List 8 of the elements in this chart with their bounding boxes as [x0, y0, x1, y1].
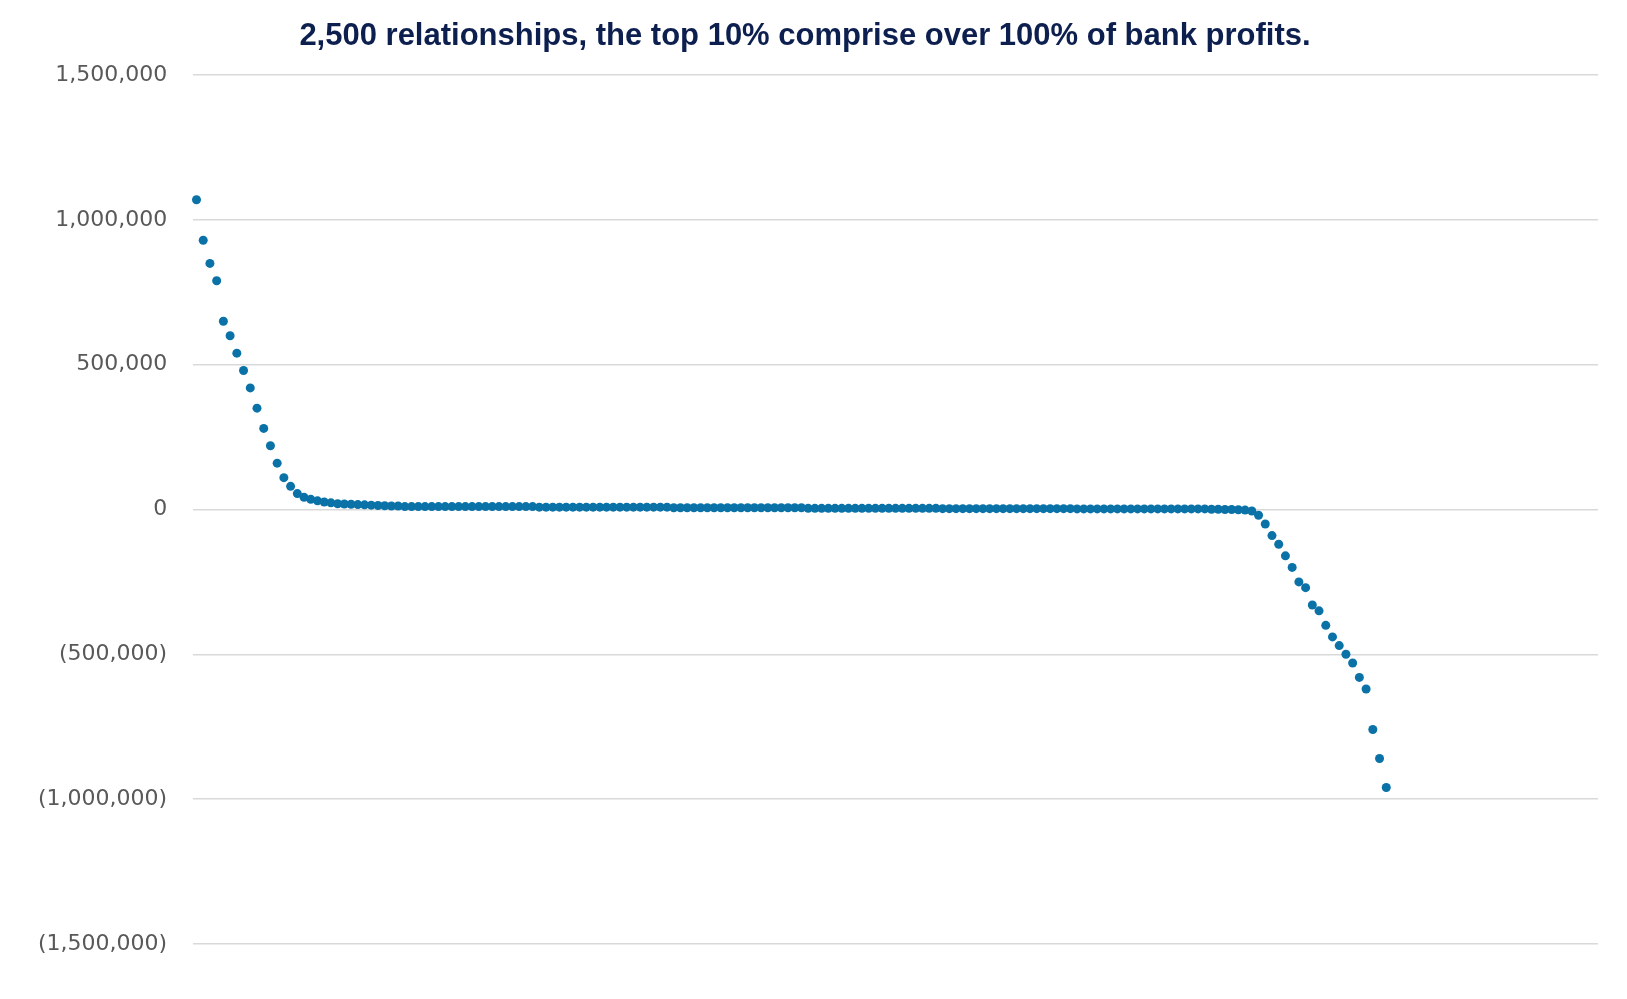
y-tick-label: 1,000,000 — [55, 205, 168, 231]
y-tick-label: 500,000 — [76, 350, 168, 376]
y-tick-label: 1,500,000 — [55, 60, 168, 86]
y-tick-label: 0 — [153, 495, 168, 521]
chart-title: 2,500 relationships, the top 10% comprise over 100% of bank profits. — [299, 17, 1311, 53]
y-tick-label: (1,000,000) — [37, 784, 168, 810]
y-tick-label: (1,500,000) — [37, 929, 168, 955]
y-tick-label: (500,000) — [58, 639, 168, 665]
